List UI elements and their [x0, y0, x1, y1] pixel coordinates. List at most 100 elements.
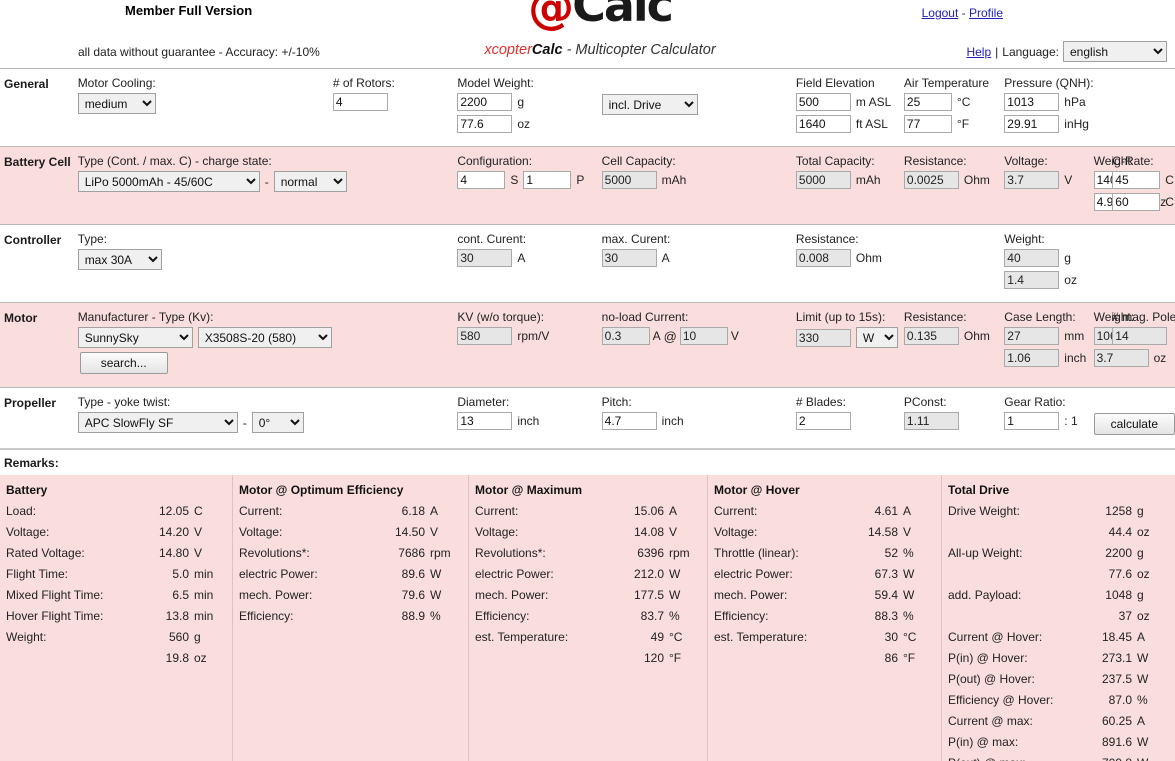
controller-resistance-label: Resistance:	[795, 232, 859, 246]
result-row-unit: min	[194, 609, 214, 623]
result-row-value: 14.20	[158, 525, 189, 539]
motor-cooling-select[interactable]: medium	[77, 93, 156, 114]
result-row-value: 560	[168, 630, 189, 644]
result-row: 44.4 oz	[948, 522, 1167, 543]
elevation-ft-input[interactable]	[795, 115, 851, 133]
rotors-input[interactable]	[332, 93, 388, 111]
cell-model-weight: Model Weight: g oz	[457, 69, 601, 147]
result-row-unit: g	[1137, 504, 1144, 518]
model-weight-oz-input[interactable]	[457, 115, 513, 133]
gear-ratio-input[interactable]	[1004, 412, 1060, 430]
motor-weight-oz-input[interactable]	[1093, 349, 1149, 367]
battery-resistance-input[interactable]	[903, 171, 959, 189]
case-length-label: Case Length:	[1004, 310, 1076, 324]
result-row-key: Current @ max:	[948, 714, 1033, 728]
drive-mode-select[interactable]: incl. Drive	[601, 94, 698, 115]
controller-resistance-input[interactable]	[795, 249, 851, 267]
blades-input[interactable]	[795, 412, 851, 430]
controller-weight-g-unit: g	[1064, 251, 1071, 265]
case-length-inch-input[interactable]	[1004, 349, 1060, 367]
result-row-value: 77.6	[1108, 567, 1132, 581]
result-row-value: 5.0	[172, 567, 189, 581]
config-series-input[interactable]	[457, 171, 506, 189]
cont-current-input[interactable]	[457, 249, 513, 267]
remarks-label: Remarks:	[0, 450, 1175, 475]
result-row-key: P(out) @ Hover:	[948, 672, 1035, 686]
result-row: Hover Flight Time: 13.8 min	[6, 606, 224, 627]
result-row: P(out) @ max:709.8W	[948, 753, 1167, 761]
motor-resistance-input[interactable]	[903, 327, 959, 345]
motor-limit-input[interactable]	[795, 328, 851, 347]
charge-state-select[interactable]: normal	[273, 171, 347, 192]
result-row-value: 15.06	[633, 504, 664, 518]
pconst-input[interactable]	[903, 412, 959, 430]
mag-poles-input[interactable]	[1112, 327, 1168, 345]
cell-motor-limit: Limit (up to 15s): W	[795, 303, 904, 388]
result-row: Efficiency: 83.7%	[475, 606, 699, 627]
result-row-unit: V	[194, 546, 203, 560]
config-parallel-input[interactable]	[523, 171, 572, 189]
diameter-input[interactable]	[457, 412, 513, 430]
cell-drive-mode: incl. Drive	[601, 69, 796, 147]
links-separator: -	[961, 6, 966, 20]
logout-link[interactable]: Logout	[921, 6, 959, 20]
result-row-key: Voltage:	[714, 525, 758, 539]
calculate-button[interactable]: calculate	[1093, 413, 1175, 435]
noload-current-input[interactable]	[601, 327, 650, 345]
motor-search-button[interactable]: search...	[79, 352, 168, 374]
max-current-input[interactable]	[601, 249, 657, 267]
results-panel: Battery Load: 12.05 C Voltage: 14.20 V Rated V…	[0, 475, 1175, 761]
results-divider-3	[707, 475, 708, 761]
motor-manufacturer-select[interactable]: SunnySky	[77, 327, 193, 348]
battery-voltage-input[interactable]	[1004, 171, 1060, 189]
result-row-unit: W	[430, 588, 442, 602]
help-link[interactable]: Help	[966, 44, 992, 59]
profile-link[interactable]: Profile	[968, 6, 1003, 20]
result-row-key: Revolutions*:	[239, 546, 310, 560]
total-capacity-input[interactable]	[795, 171, 851, 189]
temperature-c-input[interactable]	[903, 93, 952, 111]
yoke-twist-select[interactable]: 0°	[251, 412, 304, 433]
c-rate-max-input[interactable]	[1112, 193, 1161, 211]
cell-cell-capacity: Cell Capacity: mAh	[601, 147, 796, 225]
controller-weight-label: Weight:	[1004, 232, 1045, 246]
controller-resistance-unit: Ohm	[855, 251, 882, 265]
pressure-inhg-input[interactable]	[1004, 115, 1060, 133]
motor-model-select[interactable]: X3508S-20 (580)	[197, 327, 332, 348]
propeller-type-label: Type - yoke twist:	[77, 395, 171, 409]
battery-type-select[interactable]: LiPo 5000mAh - 45/60C	[77, 171, 260, 192]
cell-blades: # Blades:	[795, 388, 904, 449]
motor-limit-unit-select[interactable]: W	[855, 327, 898, 348]
temperature-f-input[interactable]	[903, 115, 952, 133]
controller-weight-g-input[interactable]	[1004, 249, 1060, 267]
logo-subtitle: xcopterCalc - Multicopter Calculator	[400, 42, 800, 58]
noload-voltage-input[interactable]	[679, 327, 728, 345]
result-row-value: 14.58	[867, 525, 898, 539]
result-row: 37 oz	[948, 606, 1167, 627]
model-weight-g-input[interactable]	[457, 93, 513, 111]
result-row: Voltage: 14.50 V	[239, 522, 460, 543]
total-capacity-label: Total Capacity:	[795, 154, 875, 168]
result-row-unit: %	[1137, 693, 1148, 707]
cell-capacity-input[interactable]	[601, 171, 657, 189]
result-row-key: Drive Weight:	[948, 504, 1020, 518]
language-select[interactable]: english	[1063, 41, 1167, 62]
result-row-value: 4.61	[874, 504, 898, 518]
controller-type-select[interactable]: max 30A	[77, 249, 162, 270]
result-row-value: 87.0	[1108, 693, 1132, 707]
result-row-unit: %	[669, 609, 680, 623]
pitch-input[interactable]	[601, 412, 657, 430]
results-total-drive: Total Drive Drive Weight: 1258 g 44.4 oz All-…	[942, 475, 1175, 761]
result-row-unit: W	[1137, 672, 1149, 686]
battery-resistance-label: Resistance:	[903, 154, 967, 168]
motor-kv-input[interactable]	[457, 327, 513, 345]
cell-battery-resistance: Resistance: Ohm	[903, 147, 1004, 225]
elevation-m-input[interactable]	[795, 93, 851, 111]
cell-mag-poles: # mag. Poles:	[1112, 310, 1175, 349]
result-row-value: 709.8	[1102, 753, 1132, 761]
c-rate-cont-input[interactable]	[1112, 171, 1161, 189]
pressure-hpa-input[interactable]	[1004, 93, 1060, 111]
controller-weight-oz-input[interactable]	[1004, 271, 1060, 289]
case-length-mm-input[interactable]	[1004, 327, 1060, 345]
propeller-type-select[interactable]: APC SlowFly SF	[77, 412, 238, 433]
